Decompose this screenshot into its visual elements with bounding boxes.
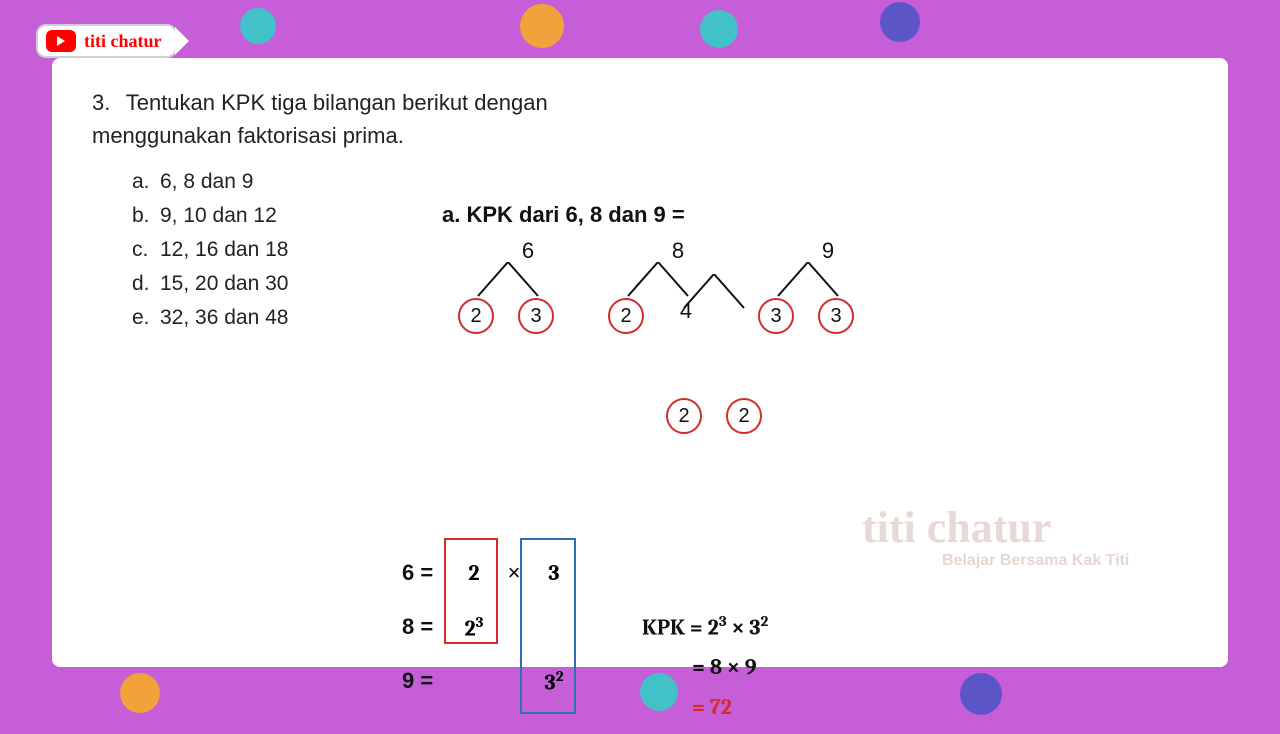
prime-node: 2 [458,298,494,334]
factor-tree: 82224 [652,238,704,334]
prime-node: 2 [666,398,702,434]
kpk-line: KPK = 23 × 32 [642,612,768,640]
solution-title: a. KPK dari 6, 8 dan 9 = [442,202,1198,228]
red-highlight-box [444,538,498,644]
kpk-line: = 72 [692,694,768,720]
factor-tree: 623 [502,238,554,334]
youtube-icon [46,30,76,52]
factor-trees: 62382224933 [442,238,1198,428]
channel-name: titi chatur [84,31,161,52]
option-a: a.6, 8 dan 9 [132,170,1188,194]
factorization-block: 6 =2×38 =239 =32 [402,546,582,708]
prime-node: 2 [726,398,762,434]
content-card: 3. Tentukan KPK tiga bilangan berikut de… [52,58,1228,667]
watermark-text: titi chatur [862,502,1051,553]
solution-block: a. KPK dari 6, 8 dan 9 = 62382224933 6 =… [442,202,1198,428]
prime-node: 3 [758,298,794,334]
kpk-result: KPK = 23 × 32 = 8 × 9 = 72 [642,598,768,734]
question-block: 3. Tentukan KPK tiga bilangan berikut de… [92,86,652,152]
factor-tree: 933 [802,238,854,334]
question-text: Tentukan KPK tiga bilangan berikut denga… [92,90,548,148]
prime-node: 3 [518,298,554,334]
blue-highlight-box [520,538,576,714]
prime-node: 3 [818,298,854,334]
composite-node: 4 [668,298,704,334]
watermark-sub: Belajar Bersama Kak Titi [942,552,1129,570]
kpk-line: = 8 × 9 [692,654,768,680]
question-number: 3. [92,86,120,119]
tree-root: 6 [502,238,554,264]
prime-node: 2 [608,298,644,334]
tree-root: 9 [802,238,854,264]
youtube-badge[interactable]: titi chatur [36,24,177,58]
tree-root: 8 [652,238,704,264]
